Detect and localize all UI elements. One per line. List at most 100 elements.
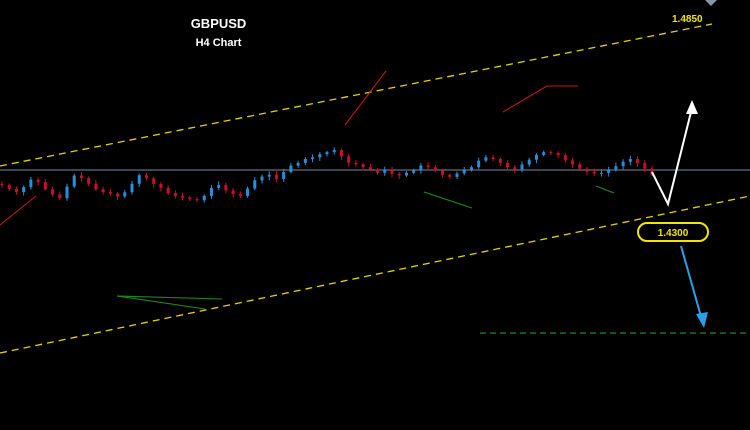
candle-body [7, 185, 11, 189]
candle-body [484, 157, 488, 161]
candle-body [325, 152, 329, 155]
candle-body [202, 195, 206, 201]
candle-body [282, 172, 286, 179]
resistance-pattern-line [344, 70, 387, 126]
candle-body [65, 186, 69, 199]
candle-body [441, 170, 445, 175]
candle-body [404, 172, 408, 176]
candle-body [520, 164, 524, 170]
candle-body [94, 183, 98, 190]
candle-body [79, 175, 83, 178]
candle-body [592, 171, 596, 174]
candle-body [224, 185, 228, 191]
support-pattern-line [116, 295, 206, 310]
candle-body [195, 199, 199, 201]
candle-body [585, 168, 589, 172]
candle-body [274, 174, 278, 179]
candle-body [22, 187, 26, 192]
candle-body [231, 190, 235, 195]
candle-body [491, 157, 495, 159]
upper-channel-line [0, 23, 713, 167]
candle-body [599, 172, 603, 174]
candle-body [253, 180, 257, 189]
candle-body [144, 175, 148, 179]
candle-body [498, 159, 502, 163]
candle-body [477, 160, 481, 168]
candle-body [303, 159, 307, 163]
candle-body [0, 184, 4, 186]
candle-body [101, 189, 105, 192]
candle-body [130, 183, 134, 193]
candle-body [87, 177, 91, 184]
candle-body [318, 154, 322, 158]
bullish-arrow-head [686, 100, 698, 114]
candle-body [332, 150, 336, 153]
marker-triangle [705, 0, 717, 6]
candle-body [72, 175, 76, 187]
candle-body [621, 161, 625, 167]
candle-body [311, 157, 315, 159]
candle-body [260, 176, 264, 181]
candle-body [628, 159, 632, 162]
candle-body [563, 155, 567, 161]
candle-body [51, 189, 55, 195]
candle-body [556, 152, 560, 156]
support-pattern-line [116, 295, 223, 300]
candle-body [469, 167, 473, 171]
candle-body [614, 166, 618, 170]
candle-body [14, 188, 18, 192]
candle-body [166, 187, 170, 194]
candle-body [397, 173, 401, 176]
candle-body [246, 188, 250, 196]
candle-body [426, 165, 430, 168]
lower-channel-line [0, 195, 750, 354]
support-pattern-line [595, 185, 615, 194]
candle-body [412, 170, 416, 173]
support-pattern-line [423, 191, 473, 209]
resistance-pattern-line [502, 85, 548, 113]
candle-body [137, 175, 141, 184]
candle-body [433, 167, 437, 171]
candle-body [390, 169, 394, 174]
candle-body [36, 179, 40, 183]
target-level-badge: 1.4300 [637, 222, 709, 242]
candle-body [455, 173, 459, 177]
candle-body [181, 196, 185, 198]
upper-level-label: 1.4850 [672, 14, 703, 25]
candle-body [188, 197, 192, 200]
candle-body [643, 163, 647, 169]
candle-body [462, 170, 466, 174]
candle-body [152, 178, 156, 185]
candle-body [58, 194, 62, 199]
candle-body [347, 156, 351, 163]
candle-body [209, 187, 213, 196]
chart-title: GBPUSD [190, 16, 247, 31]
bullish-projection-arrow [651, 107, 693, 207]
candle-body [578, 164, 582, 169]
candle-body [376, 169, 380, 173]
candle-body [383, 169, 387, 173]
candle-body [513, 167, 517, 170]
chart-subtitle: H4 Chart [195, 37, 242, 49]
candle-body [173, 193, 177, 197]
candle-body [43, 182, 47, 190]
candle-body [549, 152, 553, 154]
candle-body [361, 164, 365, 168]
candle-body [238, 194, 242, 196]
candle-body [571, 160, 575, 165]
candle-body [159, 184, 163, 188]
candle-body [534, 154, 538, 160]
candle-body [542, 152, 546, 155]
candle-body [506, 162, 510, 168]
candle-body [636, 159, 640, 164]
bearish-arrow-head [696, 312, 708, 328]
candle-body [354, 162, 358, 165]
candle-body [267, 174, 271, 177]
candle-body [29, 179, 33, 188]
candle-body [296, 162, 300, 166]
candle-body [448, 174, 452, 177]
candle-body [650, 168, 654, 175]
candle-body [607, 169, 611, 173]
